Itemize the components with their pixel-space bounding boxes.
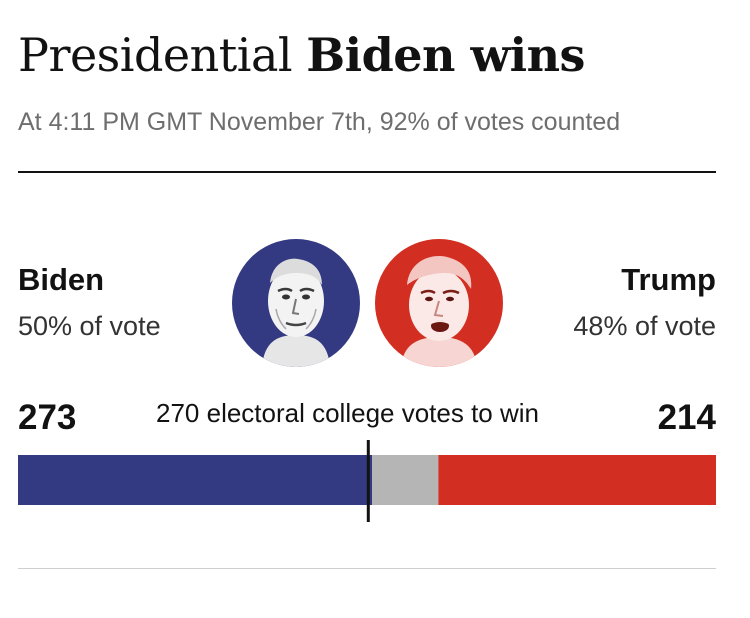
title-prefix: Presidential: [18, 28, 293, 82]
trump-vote-share: 48% of vote: [573, 311, 716, 341]
biden-portrait-icon: [232, 239, 360, 367]
trump-portrait-icon: [375, 239, 503, 367]
bar-segment-undecided: [372, 455, 439, 505]
biden-electoral-votes: 273: [18, 398, 77, 437]
bar-segment-biden: [18, 455, 373, 505]
biden-vote-share: 50% of vote: [18, 311, 161, 341]
subtitle: At 4:11 PM GMT November 7th, 92% of vote…: [18, 108, 621, 136]
threshold-label: 270 electoral college votes to win: [156, 398, 540, 428]
page-title: Presidential Biden wins: [18, 30, 585, 81]
electoral-bar-chart: [18, 440, 716, 522]
bar-segment-trump: [438, 455, 716, 505]
biden-name: Biden: [18, 262, 105, 297]
header-divider: [18, 171, 716, 173]
trump-name: Trump: [621, 262, 716, 297]
footer-divider: [18, 568, 716, 569]
trump-electoral-votes: 214: [657, 398, 716, 437]
title-result: Biden wins: [306, 28, 585, 82]
